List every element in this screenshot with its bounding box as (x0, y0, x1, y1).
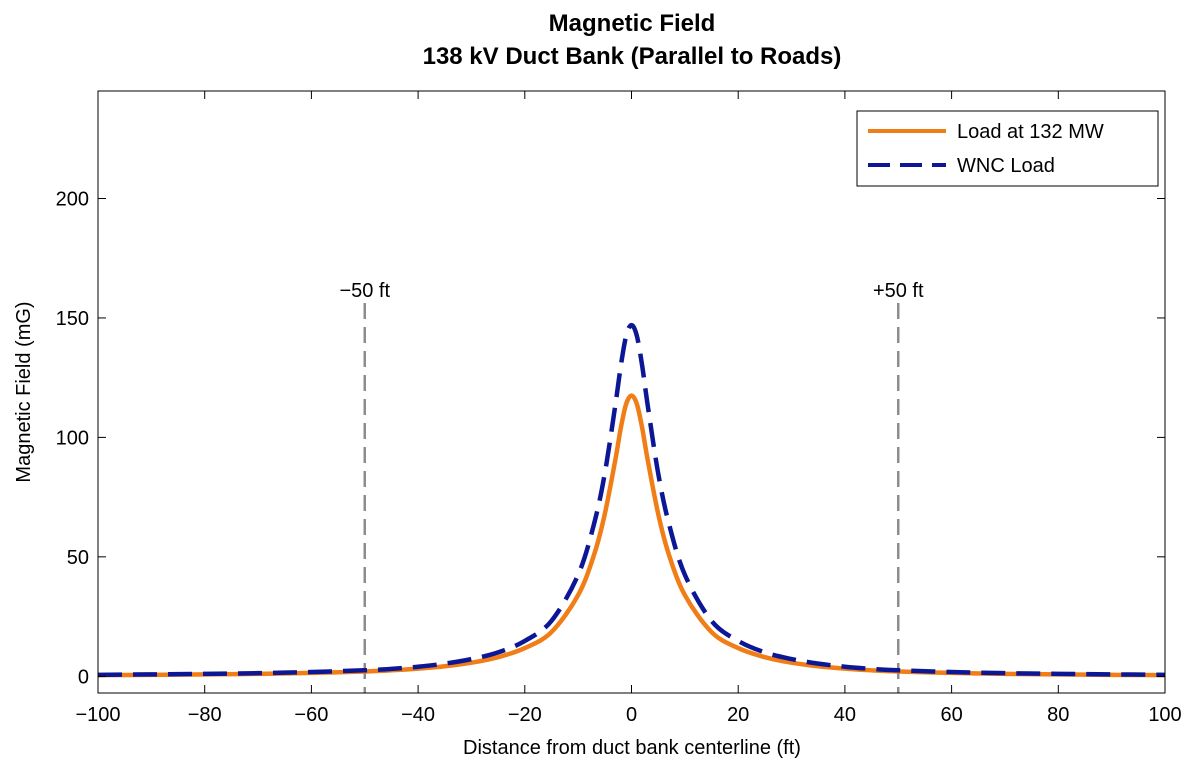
x-tick-label: 0 (626, 704, 637, 726)
y-tick-label: 200 (56, 189, 89, 211)
y-axis-label: Magnetic Field (mG) (13, 301, 35, 482)
x-tick-label: 80 (1047, 704, 1069, 726)
y-tick-label: 150 (56, 308, 89, 330)
axis-ticks: −100 −80 −60 −40 −20 0 20 40 60 80 100 0 50 100 150 200 (56, 91, 1182, 726)
legend-box (856, 110, 1159, 187)
chart-title: Magnetic Field (549, 10, 716, 37)
x-tick-label: 20 (727, 704, 749, 726)
legend: Load at 132 MW WNC Load (856, 110, 1159, 187)
y-tick-label: 50 (67, 547, 89, 569)
reference-lines: −50 ft +50 ft (339, 280, 924, 693)
x-axis-label: Distance from duct bank centerline (ft) (463, 737, 801, 759)
reference-line-label: +50 ft (873, 280, 924, 302)
y-tick-label: 100 (56, 427, 89, 449)
series-lines (97, 322, 1166, 678)
legend-label-wnc-load: WNC Load (957, 155, 1055, 177)
x-tick-label: −60 (294, 704, 328, 726)
x-tick-label: −80 (188, 704, 222, 726)
y-tick-label: 0 (78, 666, 89, 688)
x-tick-label: 60 (940, 704, 962, 726)
x-tick-label: 40 (834, 704, 856, 726)
legend-label-load-132mw: Load at 132 MW (957, 121, 1104, 143)
x-tick-label: −20 (508, 704, 542, 726)
x-tick-label: −100 (75, 704, 120, 726)
x-tick-label: 100 (1148, 704, 1181, 726)
x-tick-label: −40 (401, 704, 435, 726)
reference-line-label: −50 ft (339, 280, 390, 302)
series-line-wnc-load (97, 322, 1166, 678)
chart-subtitle: 138 kV Duct Bank (Parallel to Roads) (423, 43, 842, 70)
